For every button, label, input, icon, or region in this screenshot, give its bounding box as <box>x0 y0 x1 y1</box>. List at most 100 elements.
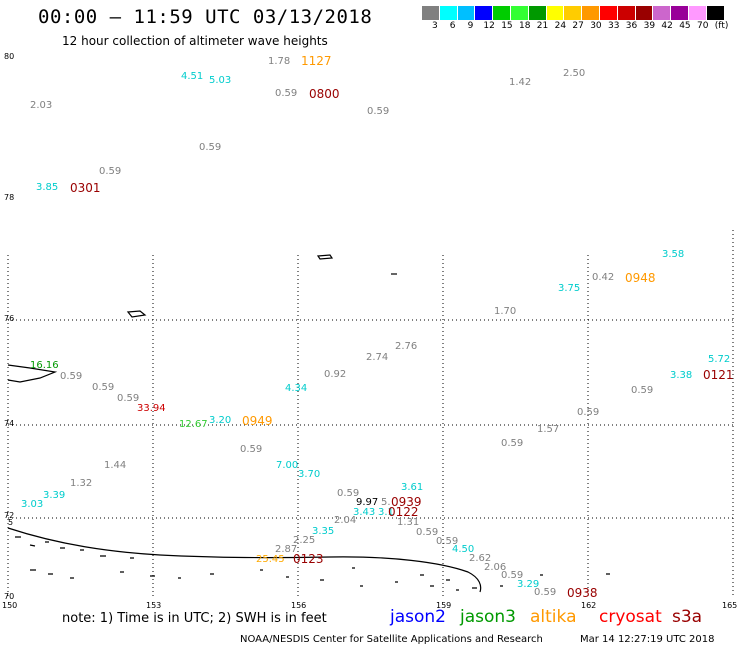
legend-jason3: jason3 <box>460 607 516 627</box>
wave-value: 2.04 <box>334 515 357 526</box>
wave-value: 0.59 <box>436 536 459 547</box>
lat-label-70: 70 <box>4 592 15 601</box>
lat-label-extra: 5 <box>8 518 14 527</box>
lon-label-165: 165 <box>722 601 738 610</box>
lon-label-156: 156 <box>291 601 307 610</box>
color-scale-swatch <box>422 6 440 20</box>
color-scale-label: 12 <box>483 21 495 31</box>
wave-value: 3.38 <box>670 370 693 381</box>
color-scale-label: (ft) <box>714 21 729 31</box>
wave-value: 0.59 <box>92 382 115 393</box>
wave-value: 3.03 <box>21 499 44 510</box>
wave-value: 4.34 <box>285 383 308 394</box>
lat-label-76: 76 <box>4 314 15 323</box>
coastline <box>7 254 610 593</box>
wave-value: 7.00 <box>276 460 299 471</box>
wave-value: 0.59 <box>240 444 263 455</box>
color-scale-swatch <box>635 6 654 20</box>
wave-value: 3.61 <box>401 482 424 493</box>
wave-value: 0.59 <box>117 393 140 404</box>
color-scale-swatch <box>510 6 529 20</box>
wave-value: 0.59 <box>199 142 222 153</box>
color-scale-label: 6 <box>449 21 456 31</box>
footer-note: note: 1) Time is in UTC; 2) SWH is in fe… <box>62 611 327 626</box>
wave-value: 4.51 <box>181 71 204 82</box>
wave-value: 2.74 <box>366 352 389 363</box>
lat-label-72: 72 <box>4 511 15 520</box>
legend-altika: altika <box>530 607 577 627</box>
color-scale-swatch <box>671 6 689 20</box>
wave-value: 2.03 <box>30 100 53 111</box>
color-scale-swatch <box>582 6 600 20</box>
color-scale-swatch <box>599 6 618 20</box>
color-scale-label: 3 <box>432 21 438 31</box>
legend-cryosat: cryosat <box>599 607 662 627</box>
wave-value: 3.29 <box>517 579 540 590</box>
wave-value: 33.94 <box>137 403 166 414</box>
credit-line: NOAA/NESDIS Center for Satellite Applica… <box>240 634 543 645</box>
generated-timestamp: Mar 14 12:27:19 UTC 2018 <box>580 634 715 645</box>
legend-jason2: jason2 <box>390 607 446 627</box>
wave-value: 5. <box>381 497 391 508</box>
wave-value: 1.42 <box>509 77 532 88</box>
color-scale-swatch <box>706 6 725 20</box>
wave-value: 3.75 <box>558 283 581 294</box>
wave-value: 2.87 <box>275 544 298 555</box>
wave-value: 3.20 <box>209 415 232 426</box>
wave-value: 3.35 <box>312 526 335 537</box>
color-scale-label: 42 <box>661 21 673 31</box>
lon-label-150: 150 <box>2 601 18 610</box>
wave-value: 2.25 <box>293 535 316 546</box>
color-scale-swatch <box>528 6 547 20</box>
pass-time: 0301 <box>70 181 101 195</box>
color-scale-swatch <box>475 6 494 20</box>
wave-value: 0.59 <box>501 570 524 581</box>
color-scale-swatch <box>688 6 707 20</box>
wave-value: 3.39 <box>43 490 66 501</box>
pass-time: 0800 <box>309 87 340 101</box>
wave-value: 5.72 <box>708 354 731 365</box>
wave-value: 1.70 <box>494 306 517 317</box>
wave-value: 0.59 <box>60 371 83 382</box>
pass-time: 1127 <box>301 54 332 68</box>
color-scale-labels: 3 6 9 12 15 18 21 24 27 30 33 36 39 42 45 70 (ft) <box>422 21 740 33</box>
color-scale-label: 15 <box>501 21 513 31</box>
small-islands <box>15 536 610 591</box>
color-scale-label: 9 <box>467 21 474 31</box>
wave-value: 9.97 <box>356 497 379 508</box>
pass-time: 0948 <box>625 271 656 285</box>
color-scale-label: 24 <box>554 21 567 31</box>
color-scale-label: 33 <box>608 21 620 31</box>
wave-value: 2.76 <box>395 341 418 352</box>
color-scale-swatch <box>546 6 565 20</box>
color-scale-label: 27 <box>572 21 584 31</box>
coast-island-west <box>7 364 58 383</box>
wave-value: 2.50 <box>563 68 586 79</box>
wave-value: 0.59 <box>99 166 122 177</box>
pass-time: 0123 <box>293 552 324 566</box>
lat-label-80: 80 <box>4 52 15 61</box>
color-scale-label: 70 <box>697 21 709 31</box>
page-subtitle: 12 hour collection of altimeter wave hei… <box>62 34 328 48</box>
color-scale-swatch <box>439 6 458 20</box>
color-scale-swatch <box>617 6 636 20</box>
color-scale-bar <box>422 6 725 20</box>
color-scale-swatch <box>564 6 583 20</box>
lon-label-153: 153 <box>146 601 162 610</box>
lon-label-159: 159 <box>436 601 452 610</box>
wave-value: 2.62 <box>469 553 492 564</box>
wave-value: 0.42 <box>592 272 615 283</box>
color-scale-swatch <box>493 6 511 20</box>
color-scale-label: 45 <box>679 21 691 31</box>
pass-time: 0939 <box>391 495 422 509</box>
pass-time: 0949 <box>242 414 273 428</box>
wave-value: 3.70 <box>298 469 321 480</box>
island-2 <box>316 254 334 260</box>
wave-value: 0.59 <box>416 527 439 538</box>
wave-value: 1.44 <box>104 460 127 471</box>
color-scale-label: 21 <box>536 21 549 31</box>
color-scale-swatch <box>653 6 672 20</box>
wave-value: 1.57 <box>537 424 560 435</box>
